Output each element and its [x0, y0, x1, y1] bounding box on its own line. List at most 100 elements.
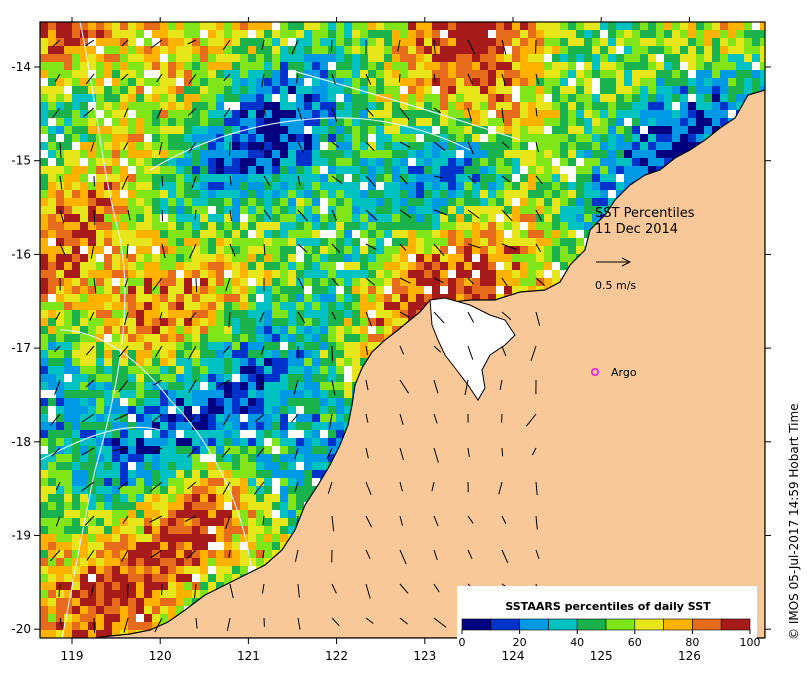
sst-pixel [240, 334, 248, 342]
sst-pixel [344, 398, 352, 406]
sst-pixel [448, 206, 456, 214]
sst-pixel [656, 142, 664, 150]
sst-pixel [200, 254, 208, 262]
sst-pixel [328, 134, 336, 142]
sst-pixel [496, 166, 504, 174]
sst-pixel [456, 94, 464, 102]
sst-pixel [72, 326, 80, 334]
sst-pixel [56, 38, 64, 46]
sst-pixel [240, 454, 248, 462]
sst-pixel [424, 86, 432, 94]
sst-pixel [112, 326, 120, 334]
sst-pixel [224, 454, 232, 462]
sst-pixel [384, 182, 392, 190]
sst-pixel [176, 262, 184, 270]
sst-pixel [152, 102, 160, 110]
sst-pixel [216, 206, 224, 214]
sst-pixel [40, 286, 48, 294]
sst-pixel [120, 134, 128, 142]
sst-pixel [288, 206, 296, 214]
sst-pixel [456, 46, 464, 54]
sst-pixel [112, 174, 120, 182]
sst-pixel [448, 230, 456, 238]
sst-pixel [576, 142, 584, 150]
sst-pixel [112, 166, 120, 174]
sst-pixel [336, 166, 344, 174]
sst-pixel [136, 230, 144, 238]
sst-pixel [216, 294, 224, 302]
sst-pixel [208, 422, 216, 430]
sst-pixel [328, 398, 336, 406]
sst-pixel [224, 22, 232, 30]
sst-pixel [560, 70, 568, 78]
sst-pixel [520, 190, 528, 198]
sst-pixel [264, 422, 272, 430]
sst-pixel [376, 70, 384, 78]
sst-pixel [48, 326, 56, 334]
sst-pixel [384, 262, 392, 270]
sst-pixel [320, 270, 328, 278]
sst-pixel [216, 78, 224, 86]
sst-pixel [112, 334, 120, 342]
sst-pixel [128, 30, 136, 38]
sst-pixel [600, 102, 608, 110]
sst-pixel [336, 134, 344, 142]
sst-pixel [584, 158, 592, 166]
sst-pixel [496, 94, 504, 102]
sst-pixel [544, 30, 552, 38]
sst-pixel [384, 246, 392, 254]
sst-pixel [464, 78, 472, 86]
sst-pixel [560, 134, 568, 142]
sst-pixel [728, 38, 736, 46]
sst-pixel [448, 270, 456, 278]
sst-pixel [312, 358, 320, 366]
sst-pixel [760, 62, 765, 70]
sst-pixel [128, 294, 136, 302]
sst-pixel [424, 54, 432, 62]
sst-pixel [696, 54, 704, 62]
sst-pixel [48, 302, 56, 310]
sst-pixel [504, 158, 512, 166]
sst-pixel [264, 38, 272, 46]
sst-pixel [64, 438, 72, 446]
sst-pixel [232, 222, 240, 230]
sst-pixel [224, 374, 232, 382]
sst-pixel [552, 182, 560, 190]
sst-pixel [256, 46, 264, 54]
sst-pixel [136, 174, 144, 182]
sst-pixel [216, 110, 224, 118]
sst-pixel [456, 278, 464, 286]
sst-pixel [448, 166, 456, 174]
sst-pixel [104, 398, 112, 406]
sst-pixel [376, 318, 384, 326]
sst-pixel [648, 94, 656, 102]
sst-pixel [456, 206, 464, 214]
sst-pixel [184, 182, 192, 190]
sst-pixel [448, 86, 456, 94]
sst-pixel [200, 62, 208, 70]
sst-pixel [248, 206, 256, 214]
sst-pixel [520, 30, 528, 38]
sst-pixel [736, 78, 744, 86]
sst-pixel [352, 54, 360, 62]
sst-pixel [80, 110, 88, 118]
sst-pixel [304, 414, 312, 422]
sst-pixel [152, 414, 160, 422]
sst-pixel [152, 150, 160, 158]
sst-pixel [376, 214, 384, 222]
sst-pixel [168, 278, 176, 286]
sst-pixel [40, 158, 48, 166]
sst-pixel [520, 206, 528, 214]
sst-pixel [112, 342, 120, 350]
sst-pixel [408, 166, 416, 174]
sst-pixel [624, 150, 632, 158]
sst-pixel [512, 270, 520, 278]
sst-pixel [440, 190, 448, 198]
sst-pixel [384, 206, 392, 214]
sst-pixel [600, 62, 608, 70]
sst-pixel [552, 134, 560, 142]
sst-pixel [528, 286, 536, 294]
sst-pixel [272, 294, 280, 302]
sst-pixel [216, 118, 224, 126]
sst-pixel [40, 70, 48, 78]
